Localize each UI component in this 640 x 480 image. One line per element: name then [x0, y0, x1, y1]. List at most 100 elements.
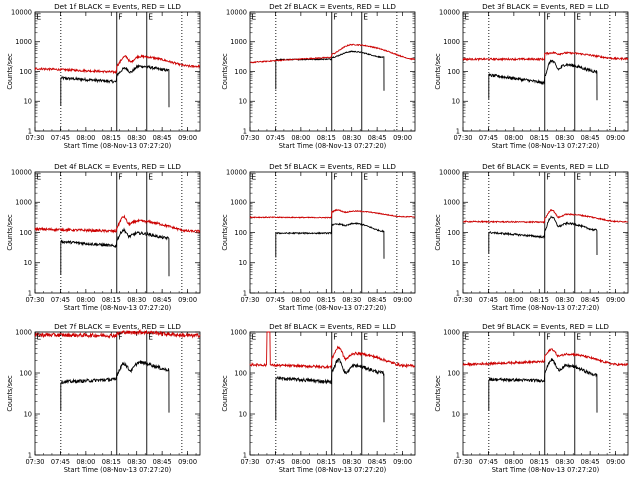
y-axis-label: Counts/sec: [221, 53, 229, 90]
x-tick-label: 08:00: [504, 134, 523, 142]
x-tick-label: 08:15: [530, 458, 549, 466]
chart-title: Det 9f BLACK = Events, RED = LLD: [482, 322, 609, 331]
x-tick-label: 09:00: [178, 134, 197, 142]
x-axis-label: Start Time (08-Nov-13 07:27:20): [64, 142, 172, 150]
y-tick-label: 10: [239, 259, 247, 267]
plot-frame: [462, 331, 629, 456]
y-tick-label: 100: [19, 68, 32, 76]
chart-title: Det 7f BLACK = Events, RED = LLD: [54, 322, 181, 331]
x-tick-label: 09:00: [606, 458, 625, 466]
flag-label: E: [576, 333, 581, 342]
flag-label: E: [576, 173, 581, 182]
x-tick-label: 08:00: [76, 458, 95, 466]
x-tick-label: 08:00: [291, 134, 310, 142]
events-series-line: [488, 215, 598, 256]
x-tick-label: 08:00: [76, 296, 95, 304]
lld-series-line: [462, 348, 629, 367]
x-tick-label: 07:30: [25, 296, 44, 304]
plot-frame: [34, 11, 201, 132]
x-tick-label: 08:00: [291, 458, 310, 466]
x-axis-label: Start Time (08-Nov-13 07:27:20): [279, 142, 387, 150]
chart-panel-9: Det 9f BLACK = Events, RED = LLD 1 10 100 10…: [434, 322, 629, 474]
x-tick-label: 07:30: [240, 296, 259, 304]
y-tick-label: 10: [452, 259, 460, 267]
y-tick-label: 100: [234, 229, 247, 237]
lld-series-line: [249, 208, 416, 219]
x-tick-label: 08:30: [127, 134, 146, 142]
y-tick-label: 1: [243, 451, 247, 459]
flag-label: E: [465, 173, 470, 182]
y-tick-label: 1: [456, 289, 460, 297]
y-tick-label: 10000: [226, 168, 247, 176]
x-tick-label: 09:00: [393, 458, 412, 466]
flag-label: E: [37, 173, 42, 182]
x-tick-label: 07:45: [266, 296, 285, 304]
x-tick-label: 07:45: [51, 296, 70, 304]
flag-label: E: [252, 333, 257, 342]
y-axis-label: Counts/sec: [434, 214, 442, 251]
lld-series-line: [34, 214, 201, 234]
lld-series-line: [249, 331, 416, 370]
lld-series-line: [462, 51, 629, 62]
chart-title: Det 6f BLACK = Events, RED = LLD: [482, 162, 609, 171]
chart-panel-5: Det 5f BLACK = Events, RED = LLD 1 10 100 10…: [221, 162, 416, 312]
x-tick-label: 08:00: [504, 296, 523, 304]
y-tick-label: 1000: [443, 328, 460, 336]
y-tick-label: 1000: [15, 328, 32, 336]
x-axis-label: Start Time (08-Nov-13 07:27:20): [64, 466, 172, 474]
flag-label: F: [118, 333, 122, 342]
y-tick-label: 1: [28, 289, 32, 297]
x-tick-label: 08:45: [153, 296, 172, 304]
plot-frame: [249, 331, 416, 456]
flag-label: F: [546, 333, 550, 342]
y-tick-label: 10: [239, 98, 247, 106]
flag-label: F: [118, 173, 122, 182]
y-tick-label: 1000: [230, 328, 247, 336]
y-tick-label: 100: [447, 369, 460, 377]
chart-panel-7: Det 7f BLACK = Events, RED = LLD 1 10 100 10…: [6, 322, 201, 474]
lld-series-line: [249, 43, 415, 64]
x-tick-label: 08:45: [581, 134, 600, 142]
plot-frame: [34, 331, 201, 456]
y-tick-label: 1: [456, 451, 460, 459]
x-tick-label: 08:00: [76, 134, 95, 142]
x-tick-label: 08:30: [127, 296, 146, 304]
x-tick-label: 08:15: [102, 296, 121, 304]
x-tick-label: 07:45: [266, 134, 285, 142]
events-series-line: [60, 359, 170, 413]
plot-frame: [34, 171, 201, 294]
y-axis-label: Counts/sec: [434, 375, 442, 412]
x-tick-label: 08:45: [368, 458, 387, 466]
plot-frame: [462, 171, 629, 294]
events-series-line: [275, 222, 385, 259]
x-tick-label: 07:30: [25, 458, 44, 466]
flag-label: E: [148, 333, 153, 342]
events-series-line: [488, 59, 598, 101]
chart-panel-8: Det 8f BLACK = Events, RED = LLD 1 10 100 10…: [221, 322, 416, 474]
x-tick-label: 08:15: [102, 134, 121, 142]
chart-title: Det 2f BLACK = Events, RED = LLD: [269, 2, 396, 11]
y-tick-label: 10000: [11, 168, 32, 176]
y-tick-label: 1: [243, 127, 247, 135]
x-axis-label: Start Time (08-Nov-13 07:27:20): [279, 466, 387, 474]
x-tick-label: 08:45: [581, 296, 600, 304]
x-tick-label: 08:15: [102, 458, 121, 466]
y-tick-label: 100: [447, 68, 460, 76]
y-tick-label: 100: [234, 68, 247, 76]
y-tick-label: 1: [243, 289, 247, 297]
x-tick-label: 07:45: [479, 458, 498, 466]
x-tick-label: 08:45: [153, 458, 172, 466]
x-tick-label: 07:30: [453, 134, 472, 142]
x-tick-label: 08:30: [555, 458, 574, 466]
y-tick-label: 10: [24, 98, 32, 106]
flag-label: E: [363, 13, 368, 22]
chart-panel-3: Det 3f BLACK = Events, RED = LLD 1 10 100 10…: [434, 2, 629, 150]
y-tick-label: 10: [24, 410, 32, 418]
flag-label: E: [363, 173, 368, 182]
x-tick-label: 07:45: [51, 134, 70, 142]
x-tick-label: 08:15: [530, 134, 549, 142]
flag-label: F: [333, 333, 337, 342]
lld-series-line: [34, 328, 201, 339]
x-tick-label: 09:00: [393, 134, 412, 142]
